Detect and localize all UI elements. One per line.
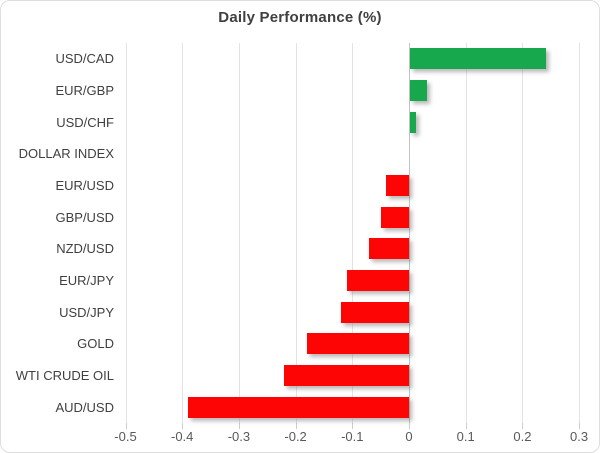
category-label-gbp-usd: GBP/USD (55, 209, 114, 225)
x-tick-label: -0.4 (170, 429, 194, 444)
gridline (295, 43, 297, 423)
gridline (182, 43, 184, 423)
category-label-usd-cad: USD/CAD (55, 51, 114, 67)
gridline (352, 43, 354, 423)
category-label-eur-gbp: EUR/GBP (55, 83, 114, 98)
performance-bar-eur-gbp (410, 80, 427, 101)
gridline (238, 43, 240, 423)
gridline (125, 43, 127, 423)
category-label-usd-chf: USD/CHF (56, 114, 114, 130)
performance-bar-usd-chf (410, 111, 416, 133)
x-tick-label: 0 (405, 429, 413, 444)
performance-bar-wti-crude-oil (284, 365, 409, 386)
category-label-dollar-index: DOLLAR INDEX (18, 146, 114, 162)
x-axis-tick (579, 423, 581, 429)
category-label-eur-usd: EUR/USD (55, 178, 114, 193)
performance-bar-aud-usd (187, 396, 409, 418)
performance-bar-nzd-usd (369, 238, 409, 260)
chart-title: Daily Performance (%) (218, 9, 382, 26)
category-label-aud-usd: AUD/USD (55, 399, 114, 415)
x-axis-tick (295, 423, 297, 429)
x-tick-label: -0.1 (341, 429, 364, 444)
category-label-eur-jpy: EUR/JPY (59, 273, 114, 288)
x-tick-label: -0.2 (284, 429, 307, 444)
x-axis-tick (465, 423, 467, 429)
gridline (522, 43, 524, 423)
x-axis-tick (125, 423, 127, 429)
zero-axis-line (409, 43, 410, 423)
performance-bar-eur-usd (386, 175, 409, 196)
x-tick-label: 0.2 (513, 429, 532, 444)
x-tick-label: 0.1 (456, 429, 475, 444)
x-tick-label: -0.5 (114, 429, 137, 444)
category-label-nzd-usd: NZD/USD (56, 241, 114, 257)
x-axis-tick (409, 423, 410, 429)
x-axis-tick (238, 423, 240, 429)
category-label-usd-jpy: USD/JPY (59, 304, 114, 320)
performance-bar-gold (306, 333, 409, 355)
category-label-gold: GOLD (77, 336, 114, 352)
x-tick-label: 0.3 (570, 429, 589, 444)
performance-bar-eur-jpy (346, 270, 409, 291)
category-label-wti-crude-oil: WTI CRUDE OIL (15, 368, 114, 383)
x-axis-tick (352, 423, 354, 429)
x-tick-label: -0.3 (227, 429, 251, 444)
performance-bar-gbp-usd (380, 206, 409, 228)
performance-bar-usd-jpy (340, 301, 409, 323)
gridline (579, 43, 581, 423)
x-axis-tick (182, 423, 184, 429)
performance-bar-usd-cad (410, 48, 547, 70)
x-axis-tick (522, 423, 524, 429)
gridline (465, 43, 467, 423)
